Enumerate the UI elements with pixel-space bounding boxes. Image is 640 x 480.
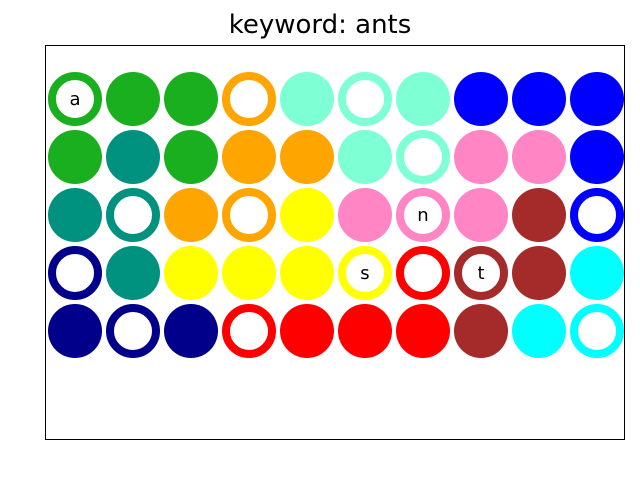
color-tile[interactable]: [106, 72, 160, 126]
color-tile[interactable]: [280, 246, 334, 300]
letter-tile-s[interactable]: s: [338, 246, 392, 300]
color-tile[interactable]: [570, 72, 624, 126]
tile-letter: s: [360, 262, 370, 284]
color-tile[interactable]: [222, 246, 276, 300]
color-tile[interactable]: [338, 304, 392, 358]
letter-tile-n[interactable]: n: [396, 188, 450, 242]
color-tile[interactable]: [570, 304, 624, 358]
color-tile[interactable]: [222, 188, 276, 242]
color-tile[interactable]: [164, 246, 218, 300]
game-board: a n s t: [45, 45, 625, 440]
color-tile[interactable]: [512, 130, 566, 184]
color-tile[interactable]: [164, 72, 218, 126]
color-tile[interactable]: [222, 130, 276, 184]
color-tile[interactable]: [222, 304, 276, 358]
page-title: keyword: ants: [228, 10, 412, 40]
color-tile[interactable]: [454, 72, 508, 126]
color-tile[interactable]: [48, 130, 102, 184]
color-tile[interactable]: [570, 246, 624, 300]
color-tile[interactable]: [512, 246, 566, 300]
color-tile[interactable]: [48, 246, 102, 300]
color-tile[interactable]: [570, 188, 624, 242]
color-tile[interactable]: [164, 304, 218, 358]
color-tile[interactable]: [454, 130, 508, 184]
color-tile[interactable]: [222, 72, 276, 126]
color-tile[interactable]: [396, 304, 450, 358]
color-tile[interactable]: [106, 304, 160, 358]
color-tile[interactable]: [512, 304, 566, 358]
color-tile[interactable]: [396, 130, 450, 184]
color-tile[interactable]: [106, 188, 160, 242]
color-tile[interactable]: [106, 246, 160, 300]
color-tile[interactable]: [454, 188, 508, 242]
color-tile[interactable]: [48, 188, 102, 242]
color-tile[interactable]: [164, 130, 218, 184]
color-tile[interactable]: [48, 304, 102, 358]
color-tile[interactable]: [570, 130, 624, 184]
color-tile[interactable]: [512, 72, 566, 126]
color-tile[interactable]: [338, 130, 392, 184]
tile-letter: a: [69, 88, 81, 110]
color-tile[interactable]: [338, 188, 392, 242]
color-tile[interactable]: [454, 304, 508, 358]
color-tile[interactable]: [280, 130, 334, 184]
color-tile[interactable]: [396, 72, 450, 126]
color-tile[interactable]: [164, 188, 218, 242]
color-tile[interactable]: [280, 188, 334, 242]
letter-tile-t[interactable]: t: [454, 246, 508, 300]
color-tile[interactable]: [280, 72, 334, 126]
color-tile[interactable]: [338, 72, 392, 126]
tile-letter: t: [477, 262, 485, 284]
tile-letter: n: [417, 204, 429, 226]
color-tile[interactable]: [106, 130, 160, 184]
color-tile[interactable]: [512, 188, 566, 242]
color-tile[interactable]: [280, 304, 334, 358]
letter-tile-a[interactable]: a: [48, 72, 102, 126]
color-tile[interactable]: [396, 246, 450, 300]
